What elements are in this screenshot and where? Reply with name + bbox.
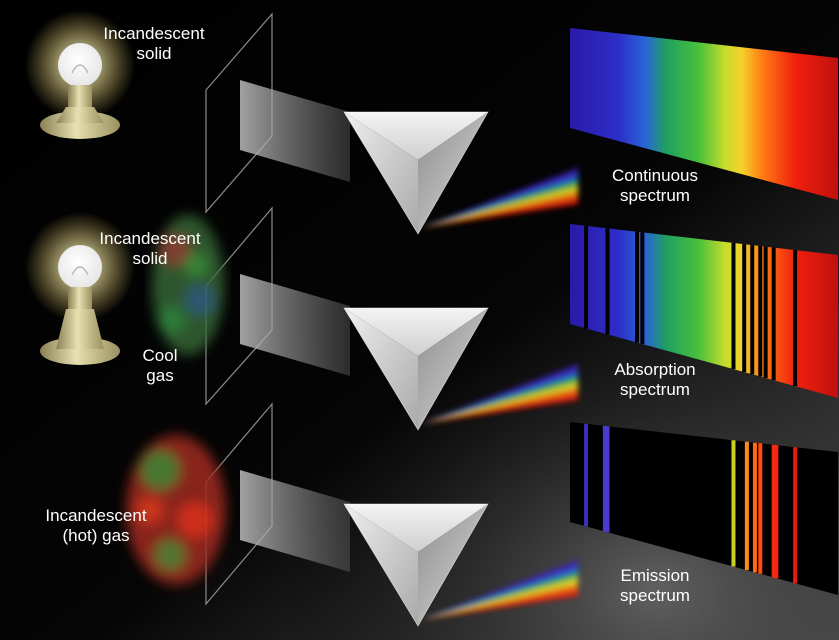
dispersed-rays-2 [420,364,578,424]
emission-spectrum [570,422,838,595]
label-line: spectrum [620,186,690,205]
label-line: solid [136,44,172,63]
label-line: Incandescent [103,24,205,43]
light-beams [240,80,350,572]
label-line: Continuous [611,166,698,185]
label-cool-gas: Cool gas [134,346,186,386]
label-line: spectrum [620,586,690,605]
label-line: Incandescent [99,229,201,248]
prism-1 [343,111,489,235]
label-line: spectrum [620,380,690,399]
absorption-spectrum-panel [570,224,838,398]
label-line: Incandescent [45,506,147,525]
label-line: Emission [620,566,690,585]
cool-gas-cloud [152,215,224,355]
bulb-middle [25,212,135,365]
label-line: solid [132,249,168,268]
label-incandescent-solid-top: Incandescent solid [88,24,220,64]
continuous-spectrum [570,28,838,200]
bulb-top [25,10,135,139]
continuous-spectrum-panel [570,28,838,200]
label-absorption-spectrum: Absorption spectrum [590,360,720,400]
label-line: Cool [142,346,178,365]
label-incandescent-hot-gas: Incandescent (hot) gas [30,506,162,546]
label-line: Absorption [614,360,696,379]
dispersed-rays-1 [420,168,578,228]
label-incandescent-solid-middle: Incandescent solid [84,229,216,269]
prism-2 [343,307,489,431]
prism-3 [343,503,489,627]
label-line: (hot) gas [62,526,130,545]
label-emission-spectrum: Emission spectrum [590,566,720,606]
label-continuous-spectrum: Continuous spectrum [590,166,720,206]
hot-gas-cloud [126,435,226,585]
emission-spectrum-panel [570,422,838,595]
label-line: gas [146,366,174,385]
dispersed-rays-3 [420,560,578,620]
